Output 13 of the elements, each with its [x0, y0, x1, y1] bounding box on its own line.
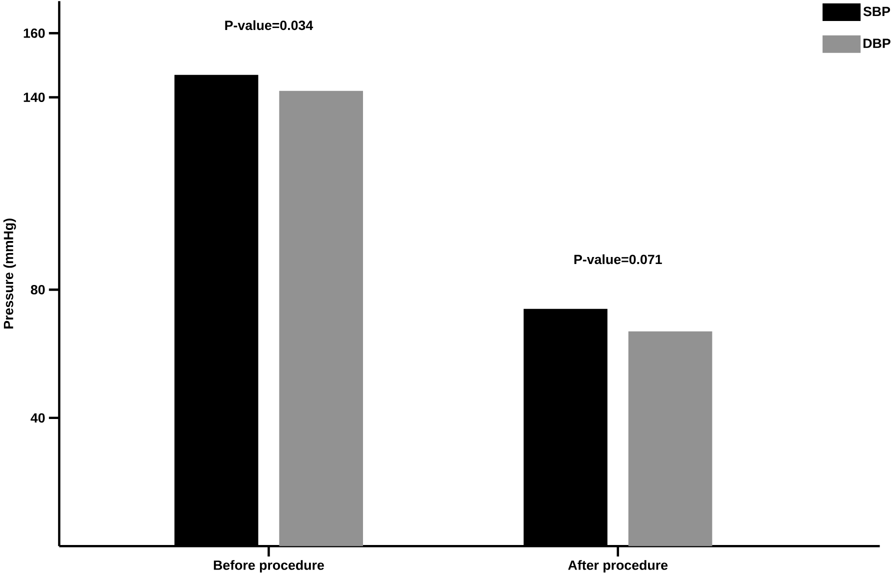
legend-label: SBP: [863, 6, 890, 16]
annotation: P-value=0.071: [574, 254, 662, 264]
y-tick-label: 140: [24, 92, 45, 102]
y-tick-label: 80: [30, 284, 45, 294]
y-axis-title: Pressure (mmHg): [3, 218, 16, 328]
x-tick-label: After procedure: [568, 560, 668, 573]
annotation: P-value=0.034: [225, 20, 314, 30]
y-tick-label: 160: [24, 28, 45, 38]
x-tick-label: Before procedure: [214, 560, 324, 573]
bar: [279, 90, 364, 546]
legend-label: DBP: [864, 38, 890, 48]
y-tick-label: 40: [30, 413, 45, 423]
bar: [628, 331, 712, 546]
